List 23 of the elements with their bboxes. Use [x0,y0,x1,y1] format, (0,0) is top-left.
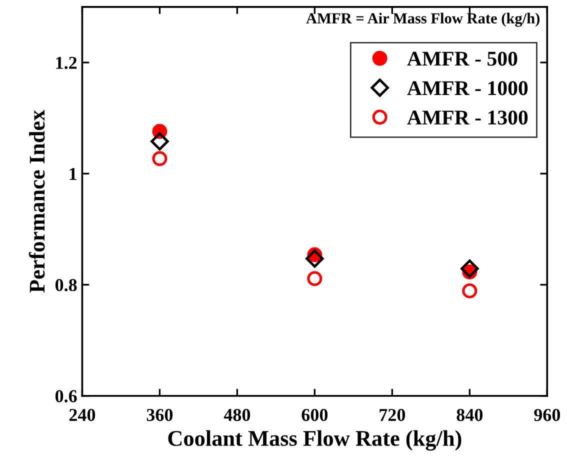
x-tick-label: 600 [302,408,328,422]
y-tick-label: 1 [70,168,76,180]
legend-label: AMFR - 1000 [407,81,528,96]
y-tick-label: 0.6 [55,390,77,402]
y-axis-title: Performance Index [28,110,45,293]
x-axis-title: Coolant Mass Flow Rate (kg/h) [168,430,462,451]
point [460,260,479,278]
legend-label: AMFR - 500 [407,52,518,66]
y-tick-label: 0.8 [55,279,77,292]
x-tick-label: 360 [146,408,173,422]
x-tick-label: 240 [69,408,96,422]
x-tick-label: 840 [456,408,483,422]
x-tick-label: 960 [534,408,560,422]
legend-label: AMFR - 1300 [407,110,528,125]
annotation: AMFR = Air Mass Flow Rate (kg/h) [306,12,540,27]
point [150,132,169,151]
point [152,151,168,166]
x-tick-label: 480 [224,408,250,422]
x-tick-label: 720 [380,408,406,422]
point [307,271,322,286]
point [462,283,478,298]
point [306,250,324,268]
y-tick-label: 1.2 [56,56,77,70]
